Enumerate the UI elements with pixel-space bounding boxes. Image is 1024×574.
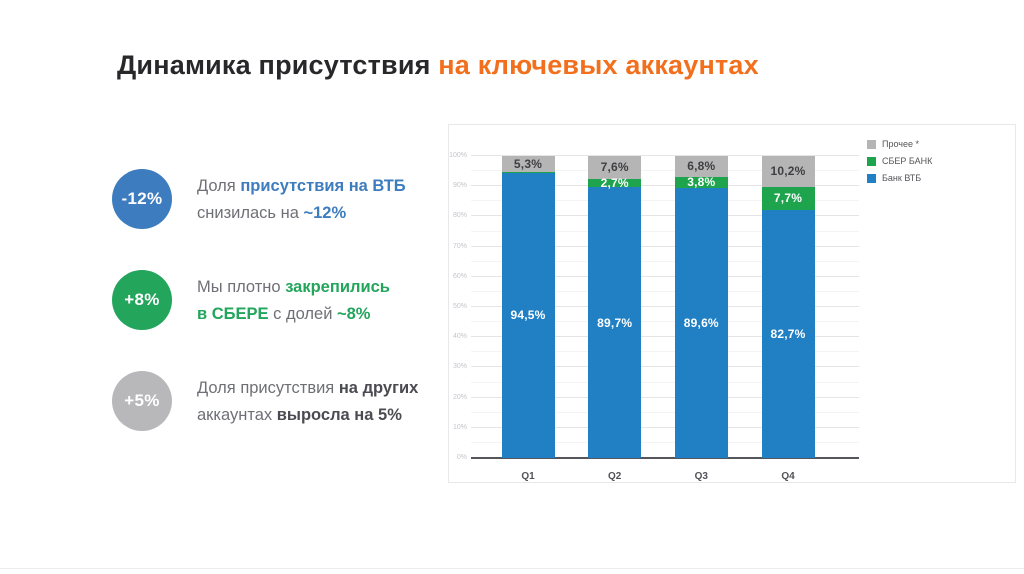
gridline [471,290,859,292]
insight-item: -12% Доля присутствия на ВТБ снизилась на… [112,169,457,229]
title-main: Динамика присутствия [117,50,431,80]
legend-item: Банк ВТБ [867,173,932,183]
gridline [471,396,859,398]
bar-value-label: 2,7% [600,176,629,191]
bar-value-label: 82,7% [770,326,806,341]
insight-text-accent: выросла на 5% [276,406,402,425]
x-axis-label: Q3 [694,471,708,482]
legend-item: Прочее * [867,139,932,149]
footer-divider [0,568,1024,569]
insight-text-plain: Доля [197,177,241,195]
gridline [471,306,859,307]
gridline [471,170,859,172]
chart-legend: Прочее * СБЕР БАНК Банк ВТБ [867,139,932,183]
insight-text-plain: Мы плотно [197,278,286,296]
legend-item: СБЕР БАНК [867,156,932,166]
insight-text-plain: с долей [268,305,337,324]
bar-segment [761,186,815,210]
bar-value-label: 7,6% [600,160,629,175]
gridline [471,351,859,353]
insight-text-accent: ~12% [303,204,347,223]
insight-item: +8% Мы плотно закрепились в СБЕРЕ с долей… [112,270,457,330]
legend-swatch [867,173,876,183]
bar-segment [674,187,728,458]
gridline [471,366,859,368]
y-tick-label: 50% [452,303,467,310]
x-axis-label: Q1 [521,471,535,482]
gridline [471,426,859,428]
x-axis-label: Q4 [781,471,795,482]
legend-swatch [867,156,876,166]
bar-value-label: 89,6% [683,315,719,330]
y-tick-label: 20% [452,393,467,401]
y-tick-label: 60% [452,272,467,280]
bar-segment [501,156,555,173]
gridline [471,381,859,383]
insights-list: -12% Доля присутствия на ВТБ снизилась на… [112,169,457,431]
y-tick-label: 10% [452,423,467,431]
insight-item: +5% Доля присутствия на других аккаунтах … [112,371,457,431]
insight-text-accent: ~8% [337,305,371,324]
y-tick-label: 70% [452,242,467,250]
title-highlight: на ключевых аккаунтах [438,50,759,80]
bar-value-label: 94,5% [510,308,546,323]
bar-value-label: 10,2% [770,164,806,179]
y-tick-label: 80% [452,212,467,220]
chart-panel: 94,5% 5,3% Q1 89,7% 2,7% 7,6% Q2 89,6% 3,8% 6,8% Q… [448,124,1016,483]
gridline [471,230,859,232]
insight-text-accent: в СБЕРЕ [197,305,269,324]
bar-segment [501,172,555,173]
legend-label: СБЕР БАНК [882,156,933,166]
y-tick-label: 30% [452,363,467,371]
bar-value-label: 6,8% [687,159,716,174]
gridline [471,336,859,338]
insight-text-accent: закрепились [285,278,390,296]
gridline [471,275,859,277]
y-tick-label: 100% [449,152,467,159]
legend-swatch [867,139,876,149]
bar-segment [588,156,642,179]
y-tick-label: 0% [456,454,467,461]
bar-value-label: 89,7% [597,315,633,330]
bar-segment [674,176,728,188]
bar-segment [674,156,728,177]
bar-segment [501,172,555,458]
gridline [471,441,859,443]
legend-label: Банк ВТБ [882,173,922,183]
insight-text-accent: на других [338,379,419,397]
insight-text: Мы плотно закрепились в СБЕРЕ с долей ~8… [197,270,457,329]
insight-text: Доля присутствия на ВТБ снизилась на ~12… [197,169,457,228]
insight-badge: +5% [112,371,172,431]
x-axis-label: Q2 [608,471,622,482]
bar-segment [761,209,815,458]
gridline [471,185,859,187]
gridline [471,245,859,247]
insight-text-plain: снизилась на [197,204,299,223]
bar-segment [588,187,642,458]
gridline [471,321,859,323]
page-title: Динамика присутствия на ключевых аккаунт… [117,50,759,81]
insight-text-plain: аккаунтах [197,406,273,425]
y-tick-label: 90% [452,182,467,190]
insight-text-plain: Доля присутствия [197,379,339,397]
bar-value-label: 3,8% [687,175,716,190]
gridline [471,260,859,262]
insight-badge: +8% [112,270,172,330]
plot-area: 94,5% 5,3% Q1 89,7% 2,7% 7,6% Q2 89,6% 3,8% 6,8% Q… [471,155,859,482]
bar-segment [761,156,815,187]
insight-text-accent: присутствия на ВТБ [240,177,406,195]
bar-value-label: 5,3% [513,157,543,172]
y-tick-label: 40% [452,333,467,341]
gridline [471,215,859,217]
gridline [471,155,859,156]
legend-label: Прочее * [882,139,919,149]
gridline [471,200,859,202]
gridline [471,411,859,413]
insight-text: Доля присутствия на других аккаунтах выр… [197,371,457,430]
bar-value-label: 7,7% [773,191,803,206]
x-axis-line [471,457,859,459]
bar-segment [588,178,642,188]
insight-badge: -12% [112,169,172,229]
